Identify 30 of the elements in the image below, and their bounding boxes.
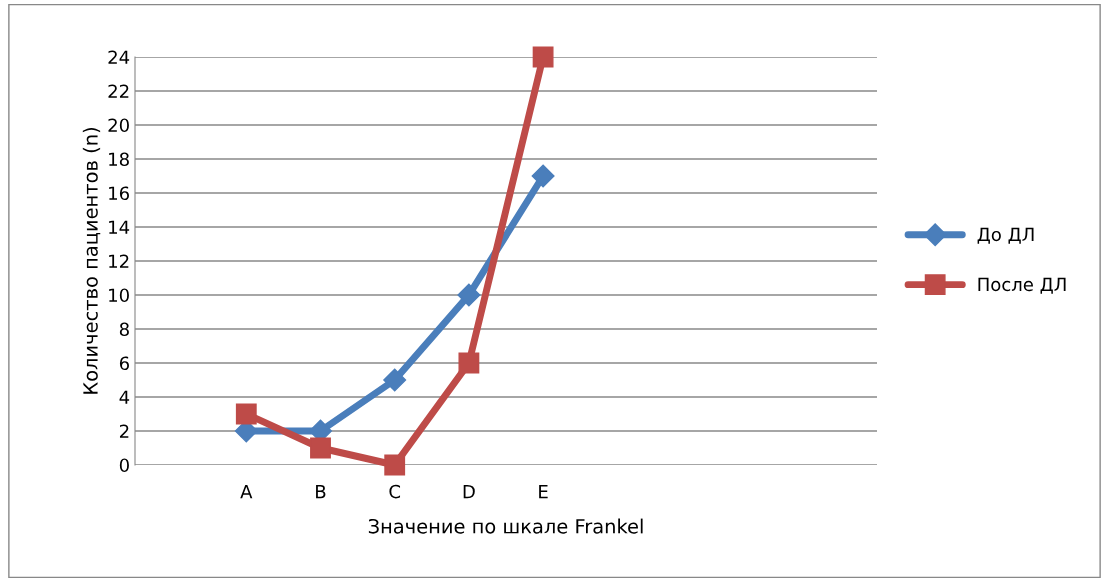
y-tick-label: 14 [109,220,130,234]
point [458,352,480,374]
point [310,437,331,459]
y-tick-label: 12 [109,254,129,268]
y-tick-label: 0 [119,458,129,473]
point [383,368,407,392]
point [235,403,257,425]
point [532,46,554,68]
y-tick-label: 10 [109,288,129,303]
y-axis-title: Количество пациентов (n) [82,128,101,394]
y-tick-label: 4 [119,390,130,404]
x-tick-label: B [316,485,326,499]
y-tick-label: 18 [109,152,129,167]
y-tick-label: 22 [108,84,129,98]
x-tick-label: C [389,484,401,499]
y-tick-label: 6 [119,356,129,371]
y-tick-label: 20 [108,118,129,133]
y-tick-label: 8 [119,322,129,337]
legend-label: До ДЛ [977,227,1034,244]
x-tick-label: D [463,485,475,499]
x-axis-title: Значение по шкале Frankel [368,518,643,534]
point [531,164,555,188]
y-tick-label: 16 [109,186,129,201]
point [457,283,481,307]
x-tick-label: E [539,485,548,499]
y-tick-label: 24 [108,50,130,64]
point [384,454,406,476]
y-tick-label: 2 [119,424,129,438]
x-tick-label: A [240,485,253,499]
legend-label: После ДЛ [978,277,1066,294]
